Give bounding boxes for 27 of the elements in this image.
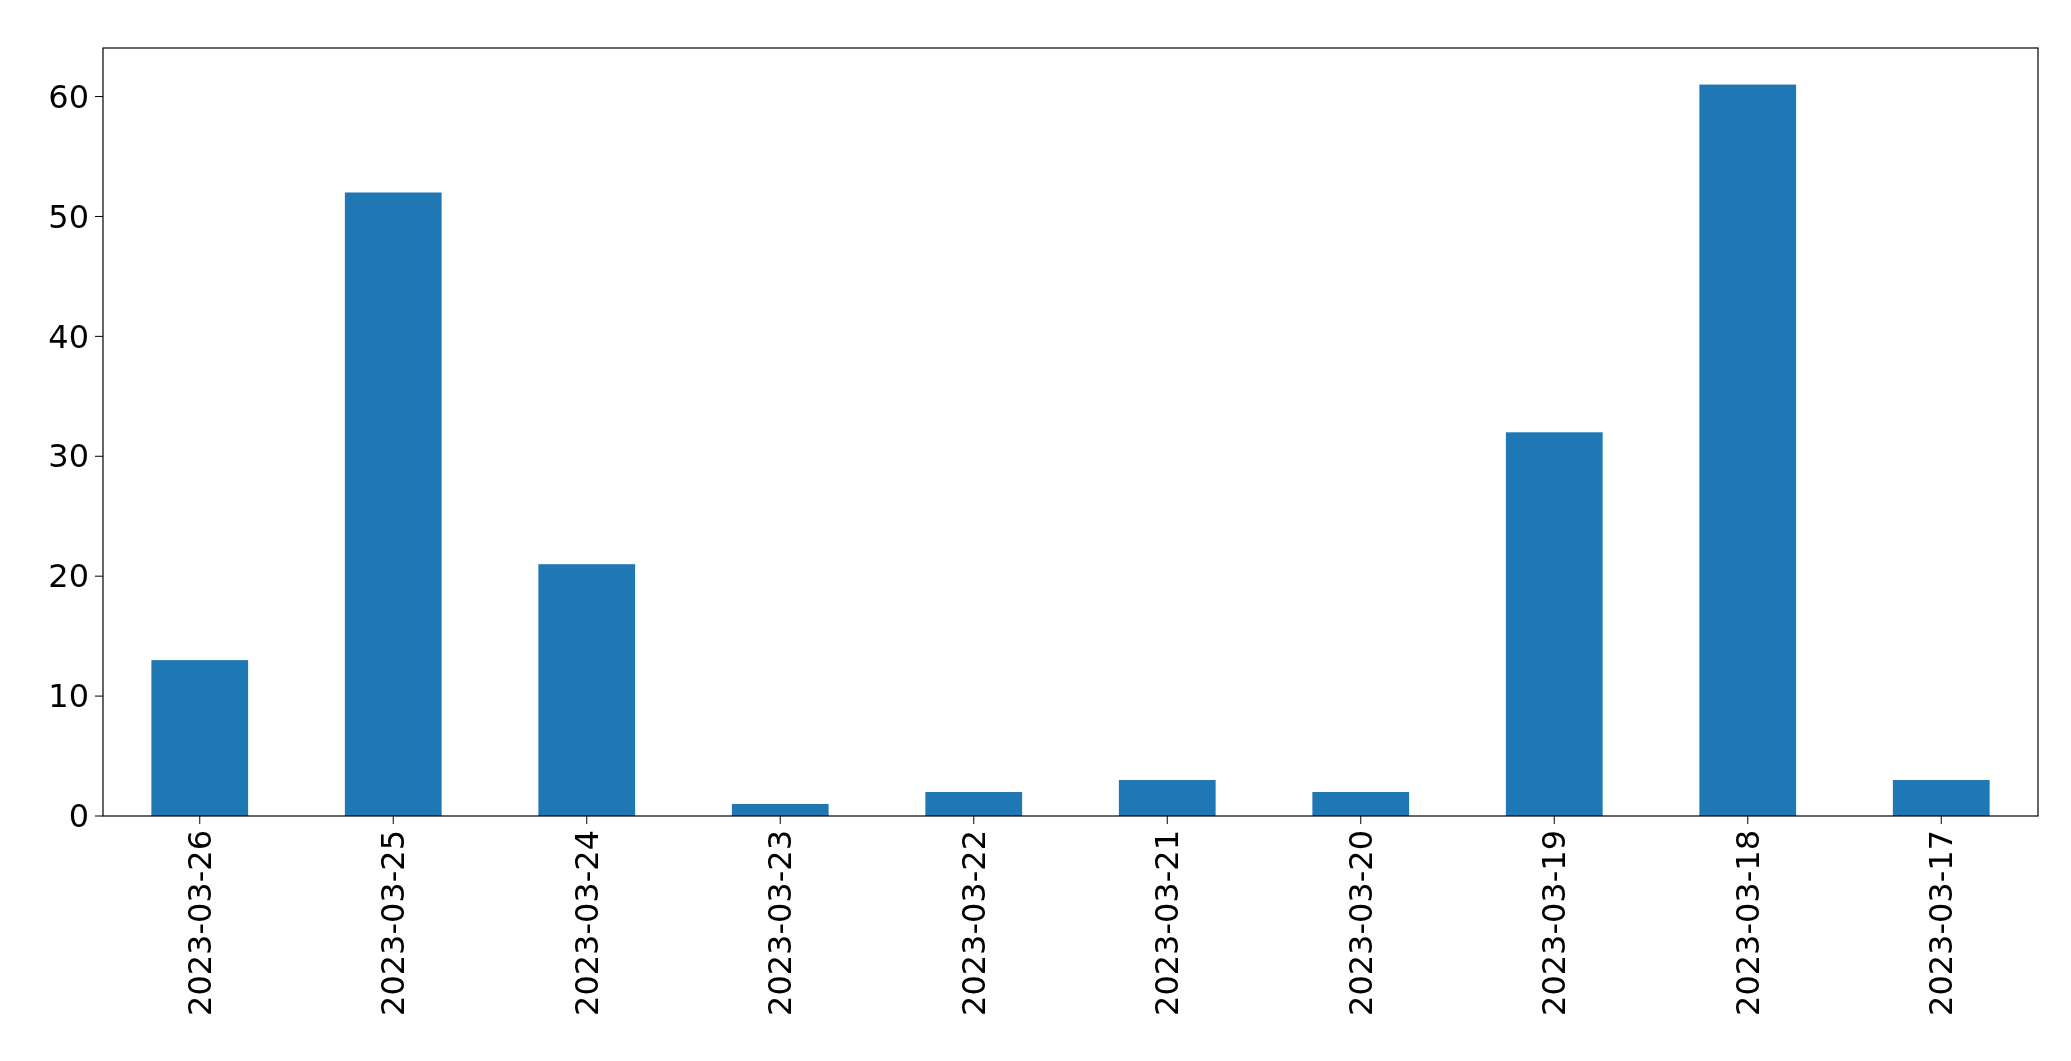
y-tick-label: 30 [48, 437, 89, 476]
bar [1118, 780, 1216, 816]
x-tick-label: 2023-03-25 [374, 830, 413, 1016]
y-tick-label: 20 [48, 557, 89, 596]
bar [151, 660, 249, 816]
y-tick-label: 10 [48, 677, 89, 716]
x-tick-label: 2023-03-23 [761, 830, 800, 1016]
x-tick-label: 2023-03-24 [567, 830, 606, 1016]
bar [538, 564, 636, 816]
x-tick-label: 2023-03-19 [1535, 830, 1574, 1016]
y-tick-label: 60 [48, 77, 89, 116]
x-tick-label: 2023-03-21 [1148, 830, 1187, 1016]
x-tick-label: 2023-03-17 [1922, 830, 1961, 1016]
x-tick-label: 2023-03-18 [1728, 830, 1767, 1016]
bar [344, 192, 442, 816]
bar [1699, 84, 1797, 816]
x-tick-label: 2023-03-20 [1341, 830, 1380, 1016]
bar [1312, 792, 1410, 816]
bar [731, 804, 829, 816]
y-tick-label: 0 [68, 797, 89, 836]
bar [1892, 780, 1990, 816]
y-tick-label: 40 [48, 317, 89, 356]
bar [925, 792, 1023, 816]
x-tick-label: 2023-03-22 [954, 830, 993, 1016]
x-tick-label: 2023-03-26 [180, 830, 219, 1016]
y-tick-label: 50 [48, 197, 89, 236]
bar [1505, 432, 1603, 816]
